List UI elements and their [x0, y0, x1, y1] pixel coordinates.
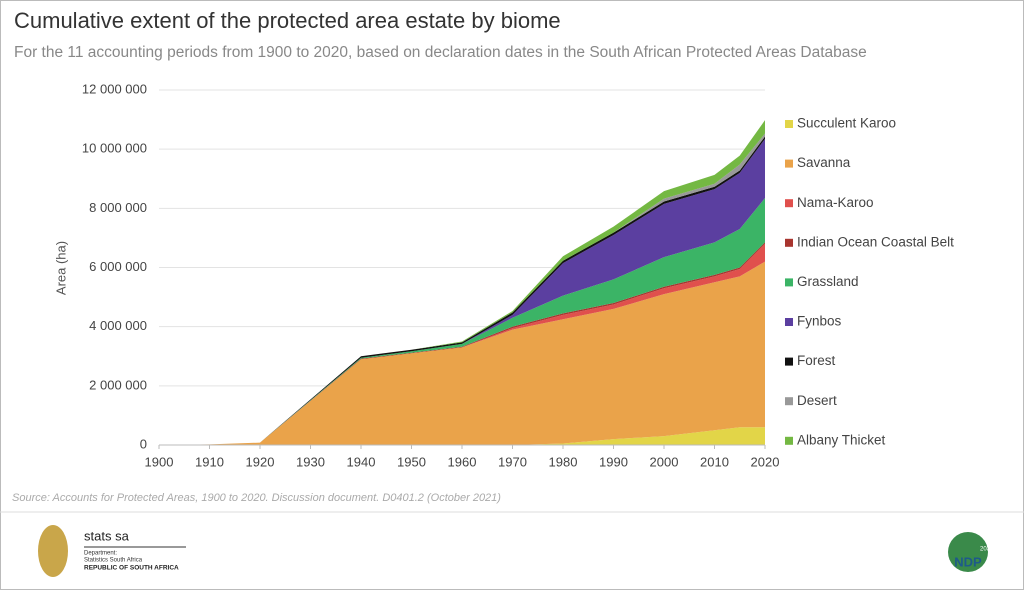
x-tick-label: 2000 [650, 454, 679, 469]
legend-swatch [785, 159, 793, 168]
y-tick-label: 2 000 000 [89, 377, 147, 392]
dept-name: Statistics South Africa [84, 558, 143, 564]
x-tick-label: 2020 [751, 454, 780, 469]
ndp-logo: 2030 NDP [948, 532, 994, 572]
legend-swatch [785, 357, 793, 366]
country: REPUBLIC OF SOUTH AFRICA [84, 565, 179, 572]
legend-swatch [785, 318, 793, 326]
area [159, 261, 765, 445]
source: Source: Accounts for Protected Areas, 19… [12, 492, 501, 504]
y-axis-label: Area (ha) [53, 241, 68, 295]
y-tick-label: 6 000 000 [89, 259, 147, 274]
x-tick-label: 2010 [700, 454, 729, 469]
y-tick-label: 10 000 000 [82, 141, 147, 156]
chart-subtitle: For the 11 accounting periods from 1900 … [14, 44, 867, 61]
legend-swatch [785, 436, 793, 445]
y-tick-label: 4 000 000 [89, 318, 147, 333]
legend-label: Fynbos [797, 314, 842, 329]
stats-logo: stats sa Department: Statistics South Af… [38, 525, 186, 577]
x-tick-label: 1990 [599, 454, 628, 469]
legend-label: Succulent Karoo [797, 116, 896, 131]
legend-label: Forest [797, 353, 836, 368]
legend-swatch [785, 397, 793, 406]
x-tick-label: 1920 [246, 454, 275, 469]
x-tick-label: 1910 [195, 454, 224, 469]
areas [159, 120, 765, 446]
legend-swatch [785, 199, 793, 208]
y-tick-label: 12 000 000 [82, 81, 147, 96]
y-tick-label: 0 [140, 436, 147, 451]
x-tick-label: 1940 [347, 454, 376, 469]
legend-swatch [785, 120, 793, 128]
legend-swatch [785, 278, 793, 287]
legend-label: Indian Ocean Coastal Belt [797, 234, 954, 249]
ndp-name: NDP [954, 554, 982, 569]
legend-label: Albany Thicket [797, 432, 886, 447]
x-tick-label: 1970 [498, 454, 527, 469]
legend-swatch [785, 238, 793, 247]
x-tick-label: 1960 [448, 454, 477, 469]
dept-label: Department: [84, 551, 117, 557]
legend-label: Nama-Karoo [797, 195, 874, 210]
x-tick-label: 1900 [145, 454, 174, 469]
legend-label: Desert [797, 393, 837, 408]
legend-label: Savanna [797, 155, 851, 170]
legend-label: Grassland [797, 274, 859, 289]
x-tick-label: 1980 [549, 454, 578, 469]
org-name: stats sa [84, 528, 130, 543]
ndp-year: 2030 [980, 547, 994, 553]
chart-title: Cumulative extent of the protected area … [14, 8, 561, 33]
ndp-badge [948, 532, 988, 572]
y-tick-label: 8 000 000 [89, 200, 147, 215]
coat-of-arms [38, 525, 68, 577]
area [159, 427, 765, 445]
x-tick-label: 1950 [397, 454, 426, 469]
x-tick-label: 1930 [296, 454, 325, 469]
